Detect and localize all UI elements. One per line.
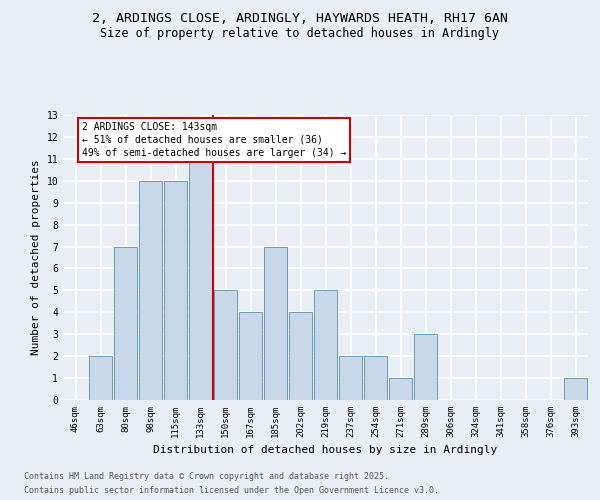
X-axis label: Distribution of detached houses by size in Ardingly: Distribution of detached houses by size … <box>154 446 497 456</box>
Bar <box>264 246 287 400</box>
Text: 2, ARDINGS CLOSE, ARDINGLY, HAYWARDS HEATH, RH17 6AN: 2, ARDINGS CLOSE, ARDINGLY, HAYWARDS HEA… <box>92 12 508 26</box>
Bar <box>214 290 237 400</box>
Text: Contains public sector information licensed under the Open Government Licence v3: Contains public sector information licen… <box>24 486 439 495</box>
Y-axis label: Number of detached properties: Number of detached properties <box>31 160 41 356</box>
Bar <box>289 312 312 400</box>
Bar <box>189 159 212 400</box>
Text: 2 ARDINGS CLOSE: 143sqm
← 51% of detached houses are smaller (36)
49% of semi-de: 2 ARDINGS CLOSE: 143sqm ← 51% of detache… <box>82 122 346 158</box>
Text: Contains HM Land Registry data © Crown copyright and database right 2025.: Contains HM Land Registry data © Crown c… <box>24 472 389 481</box>
Bar <box>114 246 137 400</box>
Bar <box>389 378 412 400</box>
Bar <box>239 312 262 400</box>
Text: Size of property relative to detached houses in Ardingly: Size of property relative to detached ho… <box>101 28 499 40</box>
Bar <box>139 181 162 400</box>
Bar <box>414 334 437 400</box>
Bar <box>314 290 337 400</box>
Bar <box>564 378 587 400</box>
Bar <box>164 181 187 400</box>
Bar <box>339 356 362 400</box>
Bar <box>364 356 387 400</box>
Bar <box>89 356 112 400</box>
